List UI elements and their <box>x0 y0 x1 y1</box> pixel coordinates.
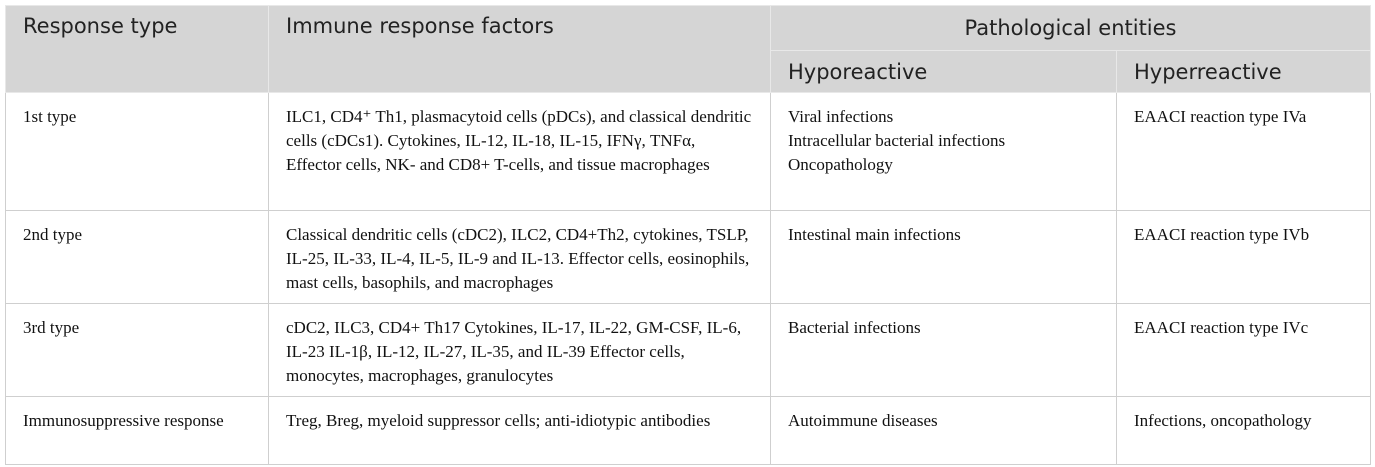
table-cell: 3rd type <box>5 303 269 397</box>
table-cell: Treg, Breg, myeloid suppressor cells; an… <box>268 396 771 465</box>
table-cell: Viral infections Intracellular bacterial … <box>770 92 1117 211</box>
table-cell: 2nd type <box>5 210 269 304</box>
cell-line: Oncopathology <box>788 155 893 174</box>
cell-line: Autoimmune diseases <box>788 411 938 430</box>
table-cell: Autoimmune diseases <box>770 396 1117 465</box>
table-cell: Bacterial infections <box>770 303 1117 397</box>
table-cell: 1st type <box>5 92 269 211</box>
table-row: 2nd type Classical dendritic cells (cDC2)… <box>5 210 1372 304</box>
table-cell: Infections, oncopathology <box>1115 396 1372 465</box>
header-cell: Hyperreactive <box>1115 50 1372 93</box>
cell-line: Intracellular bacterial infections <box>788 131 1006 150</box>
table-cell: EAACI reaction type IVc <box>1115 303 1372 397</box>
table-cell: cDC2, ILC3, CD4+ Th17 Cytokines, IL-17, … <box>268 303 771 397</box>
table-cell: EAACI reaction type IVa <box>1115 92 1372 211</box>
table-cell: EAACI reaction type IVb <box>1115 210 1372 304</box>
table-row: Immunosuppressive response Treg, Breg, my… <box>5 396 1372 465</box>
header-cell: Immune response factors <box>268 5 771 93</box>
data-table: Response type Immune response factors Pa… <box>5 5 1372 465</box>
cell-line: Viral infections <box>788 107 894 126</box>
table-cell: Classical dendritic cells (cDC2), ILC2, … <box>268 210 771 304</box>
cell-line: Intestinal main infections <box>788 225 961 244</box>
header-cell: Hyporeactive <box>770 50 1117 93</box>
table-cell: Intestinal main infections <box>770 210 1117 304</box>
cell-line: Bacterial infections <box>788 318 921 337</box>
table-cell: ILC1, CD4⁺ Th1, plasmacytoid cells (pDCs… <box>268 92 771 211</box>
table-row: 3rd type cDC2, ILC3, CD4+ Th17 Cytokines,… <box>5 303 1372 397</box>
header-cell: Response type <box>5 5 269 93</box>
table-row: 1st type ILC1, CD4⁺ Th1, plasmacytoid cel… <box>5 92 1372 211</box>
table-body: 1st type ILC1, CD4⁺ Th1, plasmacytoid cel… <box>5 92 1372 465</box>
table-cell: Immunosuppressive response <box>5 396 269 465</box>
header-cell: Pathological entities <box>769 5 1372 51</box>
